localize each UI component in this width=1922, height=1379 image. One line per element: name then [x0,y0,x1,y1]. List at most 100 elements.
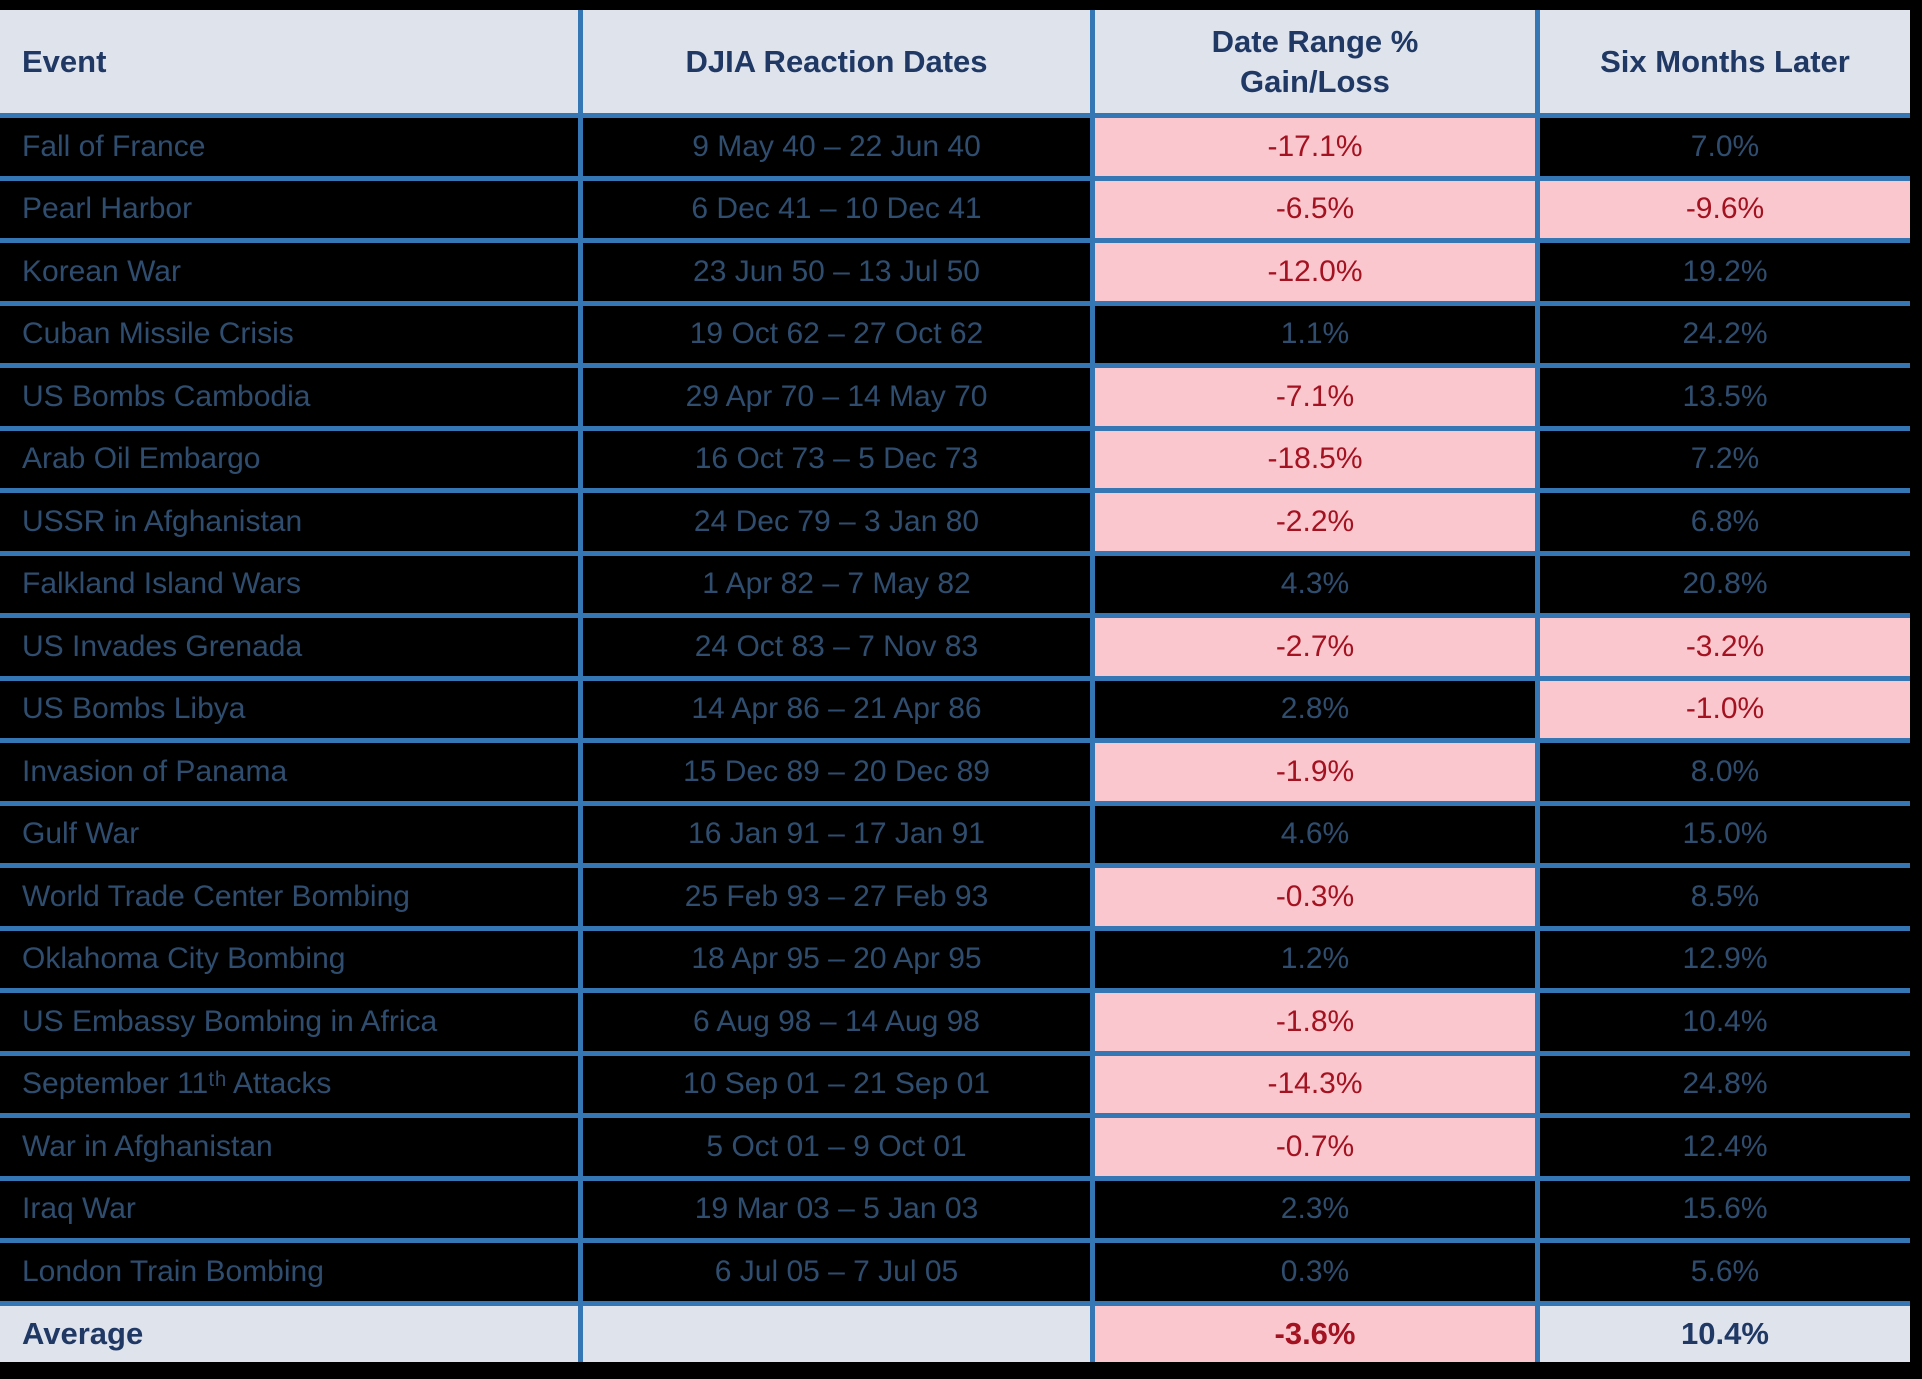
table-row: US Invades Grenada 24 Oct 83 – 7 Nov 83 … [0,613,1910,676]
table-row: September 11ᵗʰ Attacks 10 Sep 01 – 21 Se… [0,1050,1910,1113]
column-header-six-months: Six Months Later [1535,10,1910,113]
range-cell: -2.7% [1090,618,1535,676]
range-cell: -0.3% [1090,868,1535,926]
table-row: Falkland Island Wars 1 Apr 82 – 7 May 82… [0,550,1910,613]
events-table: Event DJIA Reaction Dates Date Range % G… [0,10,1910,1362]
average-row: Average -3.6% 10.4% [0,1300,1910,1362]
six-months-cell: 20.8% [1535,555,1910,613]
table-row: USSR in Afghanistan 24 Dec 79 – 3 Jan 80… [0,488,1910,551]
dates-cell: 25 Feb 93 – 27 Feb 93 [578,868,1090,926]
average-dates-cell [578,1305,1090,1362]
table-row: Arab Oil Embargo 16 Oct 73 – 5 Dec 73 -1… [0,425,1910,488]
range-cell: -1.9% [1090,743,1535,801]
six-months-cell: -9.6% [1535,180,1910,238]
range-cell: 1.1% [1090,305,1535,363]
dates-cell: 6 Jul 05 – 7 Jul 05 [578,1243,1090,1301]
column-header-event: Event [22,43,107,79]
event-cell: Gulf War [22,817,140,851]
dates-cell: 24 Dec 79 – 3 Jan 80 [578,493,1090,551]
event-cell: Pearl Harbor [22,192,193,226]
header-row: Event DJIA Reaction Dates Date Range % G… [0,10,1910,113]
dates-cell: 9 May 40 – 22 Jun 40 [578,118,1090,176]
column-header-dates: DJIA Reaction Dates [578,10,1090,113]
dates-cell: 24 Oct 83 – 7 Nov 83 [578,618,1090,676]
event-cell: Fall of France [22,129,206,163]
dates-cell: 16 Jan 91 – 17 Jan 91 [578,805,1090,863]
six-months-cell: 10.4% [1535,993,1910,1051]
range-cell: 1.2% [1090,930,1535,988]
event-cell: US Bombs Libya [22,692,246,726]
six-months-cell: 7.2% [1535,430,1910,488]
range-cell: 4.3% [1090,555,1535,613]
range-cell: 4.6% [1090,805,1535,863]
event-cell: US Embassy Bombing in Africa [22,1004,438,1038]
table-row: US Bombs Cambodia 29 Apr 70 – 14 May 70 … [0,363,1910,426]
range-cell: -6.5% [1090,180,1535,238]
event-cell: Oklahoma City Bombing [22,942,346,976]
table-row: London Train Bombing 6 Jul 05 – 7 Jul 05… [0,1238,1910,1301]
event-cell: War in Afghanistan [22,1129,273,1163]
table-row: Cuban Missile Crisis 19 Oct 62 – 27 Oct … [0,300,1910,363]
range-cell: 2.3% [1090,1180,1535,1238]
table-row: War in Afghanistan 5 Oct 01 – 9 Oct 01 -… [0,1113,1910,1176]
dates-cell: 6 Dec 41 – 10 Dec 41 [578,180,1090,238]
average-six-months-cell: 10.4% [1535,1305,1910,1362]
event-cell: Invasion of Panama [22,754,288,788]
event-cell: World Trade Center Bombing [22,879,410,913]
event-cell: Iraq War [22,1192,136,1226]
six-months-cell: 7.0% [1535,118,1910,176]
six-months-cell: 12.4% [1535,1118,1910,1176]
dates-cell: 10 Sep 01 – 21 Sep 01 [578,1055,1090,1113]
six-months-cell: 5.6% [1535,1243,1910,1301]
six-months-cell: 8.0% [1535,743,1910,801]
table-row: Gulf War 16 Jan 91 – 17 Jan 91 4.6% 15.0… [0,800,1910,863]
table-row: World Trade Center Bombing 25 Feb 93 – 2… [0,863,1910,926]
table-row: Fall of France 9 May 40 – 22 Jun 40 -17.… [0,113,1910,176]
six-months-cell: 19.2% [1535,243,1910,301]
table-row: US Bombs Libya 14 Apr 86 – 21 Apr 86 2.8… [0,675,1910,738]
six-months-cell: 15.0% [1535,805,1910,863]
six-months-cell: -3.2% [1535,618,1910,676]
event-cell: London Train Bombing [22,1254,324,1288]
table-row: Pearl Harbor 6 Dec 41 – 10 Dec 41 -6.5% … [0,175,1910,238]
dates-cell: 14 Apr 86 – 21 Apr 86 [578,680,1090,738]
six-months-cell: 8.5% [1535,868,1910,926]
range-cell: -17.1% [1090,118,1535,176]
table-row: Korean War 23 Jun 50 – 13 Jul 50 -12.0% … [0,238,1910,301]
event-cell: USSR in Afghanistan [22,504,303,538]
range-cell: 2.8% [1090,680,1535,738]
six-months-cell: 13.5% [1535,368,1910,426]
six-months-cell: 24.2% [1535,305,1910,363]
dates-cell: 19 Oct 62 – 27 Oct 62 [578,305,1090,363]
range-cell: -2.2% [1090,493,1535,551]
six-months-cell: 6.8% [1535,493,1910,551]
six-months-cell: 15.6% [1535,1180,1910,1238]
event-cell: US Bombs Cambodia [22,379,311,413]
table-row: Iraq War 19 Mar 03 – 5 Jan 03 2.3% 15.6% [0,1175,1910,1238]
column-header-range: Date Range % Gain/Loss [1090,10,1535,113]
average-label-cell: Average [22,1315,144,1351]
dates-cell: 18 Apr 95 – 20 Apr 95 [578,930,1090,988]
range-cell: -7.1% [1090,368,1535,426]
event-cell: Korean War [22,254,181,288]
dates-cell: 29 Apr 70 – 14 May 70 [578,368,1090,426]
range-cell: 0.3% [1090,1243,1535,1301]
dates-cell: 6 Aug 98 – 14 Aug 98 [578,993,1090,1051]
event-cell: Cuban Missile Crisis [22,317,294,351]
average-range-cell: -3.6% [1090,1305,1535,1362]
six-months-cell: 12.9% [1535,930,1910,988]
dates-cell: 1 Apr 82 – 7 May 82 [578,555,1090,613]
six-months-cell: 24.8% [1535,1055,1910,1113]
range-cell: -14.3% [1090,1055,1535,1113]
table-row: Oklahoma City Bombing 18 Apr 95 – 20 Apr… [0,925,1910,988]
event-cell: Falkland Island Wars [22,567,301,601]
six-months-cell: -1.0% [1535,680,1910,738]
dates-cell: 15 Dec 89 – 20 Dec 89 [578,743,1090,801]
dates-cell: 23 Jun 50 – 13 Jul 50 [578,243,1090,301]
dates-cell: 16 Oct 73 – 5 Dec 73 [578,430,1090,488]
range-cell: -12.0% [1090,243,1535,301]
range-cell: -0.7% [1090,1118,1535,1176]
event-cell: Arab Oil Embargo [22,442,261,476]
dates-cell: 5 Oct 01 – 9 Oct 01 [578,1118,1090,1176]
event-cell: September 11ᵗʰ Attacks [22,1067,332,1101]
